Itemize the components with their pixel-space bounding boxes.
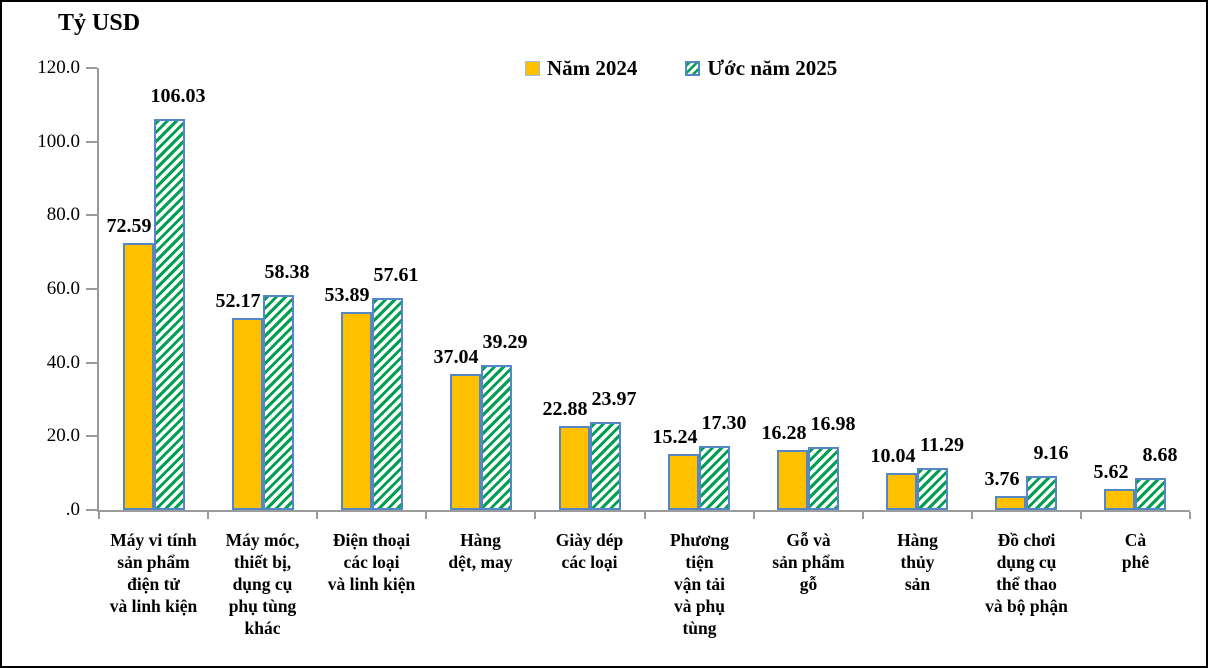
y-axis-tick-label: 20.0 [46, 425, 80, 446]
legend-label-uoc-nam-2025: Ước năm 2025 [707, 56, 838, 80]
bar-uoc-nam-2025 [699, 446, 730, 510]
value-label-uoc-nam-2025: 9.16 [1033, 442, 1069, 464]
y-tick [86, 435, 97, 437]
value-label-nam-2024: 3.76 [984, 468, 1020, 490]
bar-nam-2024 [559, 426, 590, 510]
x-axis-category-label: Máy móc, thiết bị, dụng cụ phụ tùng khác [225, 530, 300, 638]
value-label-uoc-nam-2025: 16.98 [810, 413, 856, 435]
x-axis-category-label: Hàng dệt, may [448, 530, 513, 572]
bar-nam-2024 [341, 312, 372, 510]
value-label-nam-2024: 22.88 [542, 398, 588, 420]
y-axis-tick-label: 80.0 [46, 204, 80, 225]
x-tick [534, 512, 536, 519]
y-axis-unit-label: Tỷ USD [58, 10, 141, 36]
bar-uoc-nam-2025 [808, 447, 839, 510]
y-axis-tick-label: .0 [65, 499, 80, 520]
value-label-nam-2024: 10.04 [870, 445, 916, 467]
value-label-uoc-nam-2025: 8.68 [1142, 444, 1178, 466]
bar-uoc-nam-2025 [1135, 478, 1166, 510]
x-axis-category-label: Gỗ và sản phẩm gỗ [772, 530, 845, 594]
value-label-uoc-nam-2025: 39.29 [482, 331, 528, 353]
value-label-uoc-nam-2025: 11.29 [920, 434, 964, 456]
x-tick [753, 512, 755, 519]
x-axis [97, 510, 1190, 512]
x-axis-category-label: Máy vi tính sản phẩm điện tử và linh kiệ… [109, 530, 198, 616]
value-label-uoc-nam-2025: 17.30 [701, 412, 747, 434]
y-tick [86, 509, 97, 511]
bar-nam-2024 [777, 450, 808, 510]
value-label-nam-2024: 16.28 [761, 422, 807, 444]
y-axis-tick-label: 120.0 [37, 57, 80, 78]
x-axis-category-label: Cà phê [1121, 530, 1150, 572]
value-label-uoc-nam-2025: 23.97 [591, 388, 637, 410]
y-tick [86, 141, 97, 143]
value-label-nam-2024: 5.62 [1093, 461, 1129, 483]
x-axis-category-label: Giày dép các loại [555, 530, 624, 572]
bar-uoc-nam-2025 [917, 468, 948, 510]
bar-nam-2024 [123, 243, 154, 510]
y-tick [86, 214, 97, 216]
x-tick [644, 512, 646, 519]
bar-nam-2024 [1104, 489, 1135, 510]
bar-nam-2024 [450, 374, 481, 510]
x-tick [1080, 512, 1082, 519]
y-axis [97, 68, 99, 510]
x-tick [971, 512, 973, 519]
x-axis-category-label: Điện thoại các loại và linh kiện [327, 530, 416, 594]
legend: Năm 2024 Ước năm 2025 [525, 56, 837, 81]
x-axis-category-label: Đồ chơi dụng cụ thể thao và bộ phận [985, 530, 1068, 616]
value-label-nam-2024: 52.17 [215, 290, 261, 312]
bar-nam-2024 [886, 473, 917, 510]
bar-uoc-nam-2025 [590, 422, 621, 510]
value-label-nam-2024: 72.59 [106, 215, 152, 237]
bar-uoc-nam-2025 [263, 295, 294, 510]
x-tick [316, 512, 318, 519]
x-tick [425, 512, 427, 519]
bar-uoc-nam-2025 [1026, 476, 1057, 510]
x-axis-category-label: Hàng thủy sản [897, 530, 938, 594]
x-axis-category-label: Phương tiện vận tải và phụ tùng [669, 530, 730, 638]
bar-nam-2024 [232, 318, 263, 510]
bar-nam-2024 [668, 454, 699, 510]
y-axis-tick-label: 40.0 [46, 352, 80, 373]
bar-uoc-nam-2025 [481, 365, 512, 510]
value-label-nam-2024: 53.89 [324, 284, 370, 306]
legend-item-uoc-nam-2025: Ước năm 2025 [685, 56, 837, 81]
y-tick [86, 67, 97, 69]
bar-uoc-nam-2025 [154, 119, 185, 510]
value-label-nam-2024: 15.24 [652, 426, 698, 448]
value-label-uoc-nam-2025: 106.03 [150, 85, 206, 107]
bar-nam-2024 [995, 496, 1026, 510]
y-tick [86, 362, 97, 364]
legend-label-nam-2024: Năm 2024 [547, 56, 638, 80]
y-axis-tick-label: 100.0 [37, 131, 80, 152]
bar-uoc-nam-2025 [372, 298, 403, 510]
value-label-uoc-nam-2025: 57.61 [373, 264, 419, 286]
x-tick [1189, 512, 1191, 519]
x-tick [862, 512, 864, 519]
x-tick [98, 512, 100, 519]
x-tick [207, 512, 209, 519]
value-label-nam-2024: 37.04 [433, 346, 479, 368]
y-tick [86, 288, 97, 290]
y-axis-tick-label: 60.0 [46, 278, 80, 299]
legend-item-nam-2024: Năm 2024 [525, 56, 637, 81]
legend-swatch-solid-icon [525, 61, 540, 76]
value-label-uoc-nam-2025: 58.38 [264, 261, 310, 283]
legend-swatch-hatch-icon [685, 61, 701, 76]
